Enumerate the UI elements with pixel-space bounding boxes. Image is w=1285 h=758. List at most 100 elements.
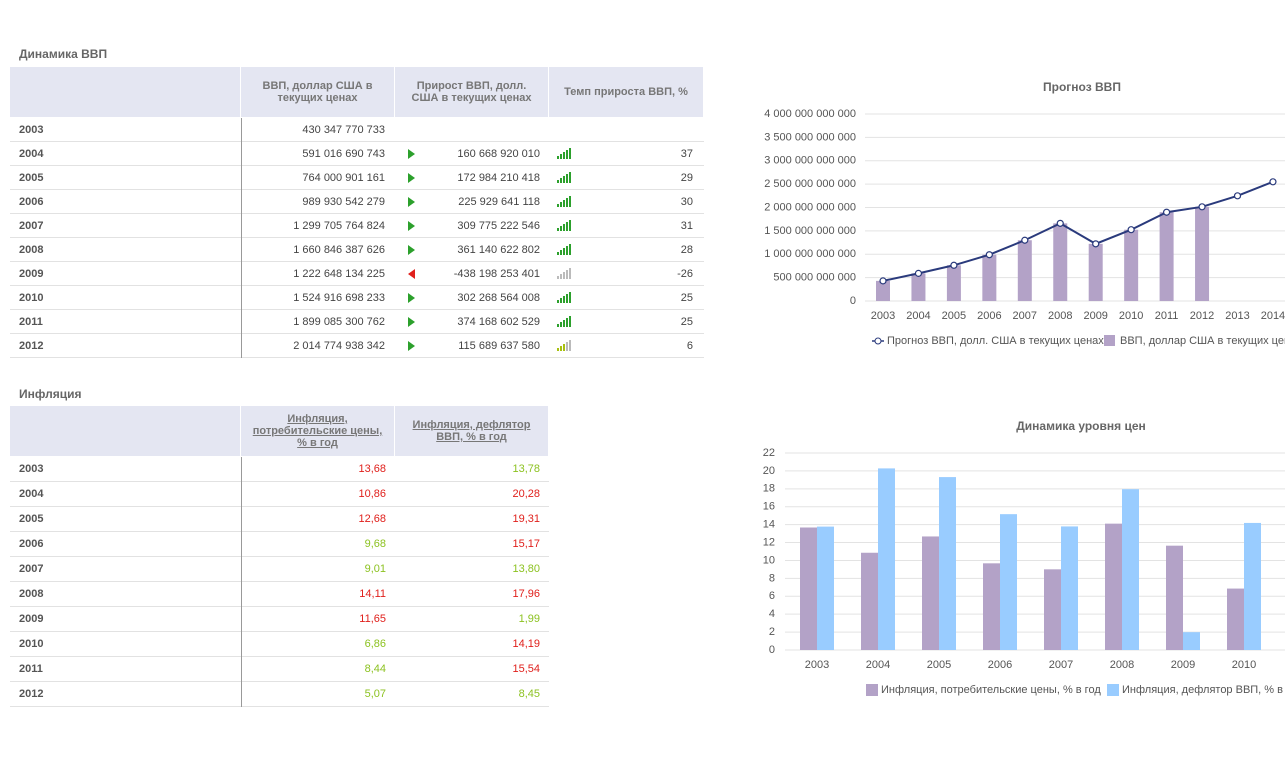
signal-bar — [569, 316, 571, 327]
y-tick-label: 6 — [769, 590, 775, 602]
signal-bar — [560, 226, 562, 231]
year: 2008 — [19, 244, 44, 256]
year: 2006 — [19, 538, 44, 550]
signal-bar — [563, 296, 565, 303]
signal-bar — [566, 174, 568, 183]
column-divider — [241, 457, 242, 707]
signal-bar — [560, 250, 562, 255]
trend-arrow — [408, 221, 415, 231]
inflation-value: 13,80 — [512, 563, 540, 575]
signal-bar — [557, 180, 559, 183]
bar — [911, 273, 926, 301]
x-tick-label: 2014 — [1261, 310, 1285, 322]
line-marker — [1198, 203, 1206, 211]
bar — [1124, 229, 1139, 301]
signal-bar — [563, 272, 565, 279]
trend-arrow — [408, 245, 415, 255]
legend-label: Инфляция, потребительские цены, % в год — [881, 684, 1101, 696]
x-tick-label: 2011 — [1155, 310, 1179, 322]
inflation-value: 19,31 — [512, 513, 540, 525]
signal-bar — [557, 204, 559, 207]
row-line — [10, 581, 549, 582]
gdp: 764 000 901 161 — [302, 172, 385, 184]
line-marker — [950, 261, 958, 269]
x-tick-label: 2004 — [906, 310, 930, 322]
trend-arrow — [408, 149, 415, 159]
chart-title: Динамика уровня цен — [1016, 419, 1146, 433]
signal-bar — [557, 228, 559, 231]
legend-marker — [874, 337, 882, 345]
gdp: 1 899 085 300 762 — [293, 316, 385, 328]
line-marker — [1056, 219, 1064, 227]
signal-bar — [569, 268, 571, 279]
year: 2010 — [19, 638, 44, 650]
bar — [1244, 522, 1261, 650]
legend-swatch — [1104, 335, 1115, 346]
year: 2008 — [19, 588, 44, 600]
rate: 28 — [680, 244, 693, 256]
inflation-value: 17,96 — [512, 588, 540, 600]
row-line — [10, 631, 549, 632]
year: 2004 — [19, 488, 44, 500]
column-header[interactable]: Инфляция, потребительские цены, % в год — [241, 406, 395, 456]
rate: 6 — [686, 340, 693, 352]
rate: -26 — [677, 268, 693, 280]
signal-bar — [557, 252, 559, 255]
column-header[interactable]: Инфляция, дефлятор ВВП, % в год — [395, 406, 549, 456]
signal-bar — [560, 154, 562, 159]
y-tick-label: 3 500 000 000 000 — [764, 131, 856, 143]
x-tick-label: 2006 — [988, 659, 1012, 671]
bar — [1000, 514, 1017, 650]
bar — [1017, 240, 1032, 301]
inflation-value: 14,11 — [359, 588, 386, 600]
bar — [1122, 489, 1139, 650]
year: 2011 — [19, 663, 43, 675]
year: 2009 — [19, 268, 44, 280]
bar — [1195, 206, 1210, 301]
signal-bar — [557, 348, 559, 351]
signal-bar — [569, 244, 571, 255]
row-line — [10, 506, 549, 507]
inflation-value: 15,17 — [512, 538, 540, 550]
signal-bar — [566, 150, 568, 159]
signal-bar — [566, 342, 568, 351]
signal-bar — [566, 318, 568, 327]
signal-bar — [566, 198, 568, 207]
inflation-value: 13,68 — [358, 463, 386, 475]
signal-bar — [560, 178, 562, 183]
row-line — [10, 141, 704, 142]
bar — [861, 552, 878, 650]
line-marker — [1127, 226, 1135, 234]
legend-swatch — [866, 684, 878, 696]
inflation-value: 12,68 — [358, 513, 386, 525]
y-tick-label: 10 — [763, 554, 775, 566]
y-tick-label: 2 500 000 000 000 — [764, 178, 856, 190]
line-marker — [1021, 236, 1029, 244]
bar — [1105, 523, 1122, 650]
year: 2007 — [19, 220, 44, 232]
rate: 30 — [680, 196, 693, 208]
signal-bar — [563, 152, 565, 159]
y-tick-label: 500 000 000 000 — [773, 272, 856, 284]
rate: 37 — [680, 148, 693, 160]
bar — [1227, 588, 1244, 650]
y-tick-label: 18 — [763, 483, 775, 495]
legend-swatch — [1107, 684, 1119, 696]
line — [882, 180, 1274, 282]
inflation-value: 15,54 — [512, 663, 540, 675]
signal-bar — [566, 222, 568, 231]
year: 2005 — [19, 172, 44, 184]
y-tick-label: 8 — [769, 572, 775, 584]
signal-bar — [560, 322, 562, 327]
x-tick-label: 2010 — [1232, 659, 1256, 671]
year: 2012 — [19, 688, 44, 700]
bar — [946, 265, 961, 301]
y-tick-label: 20 — [763, 465, 775, 477]
inflation-value: 9,01 — [364, 563, 386, 575]
inflation-value: 1,99 — [518, 613, 540, 625]
bar — [939, 477, 956, 650]
x-tick-label: 2013 — [1225, 310, 1249, 322]
trend-arrow — [408, 269, 415, 279]
